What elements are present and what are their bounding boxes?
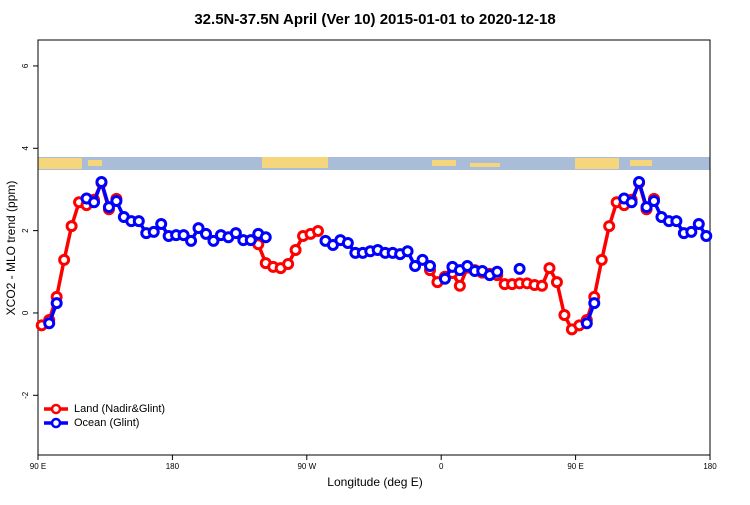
- data-point: [192, 222, 205, 235]
- data-point: [110, 194, 123, 207]
- chart-title: 32.5N-37.5N April (Ver 10) 2015-01-01 to…: [194, 11, 555, 28]
- data-point: [416, 253, 429, 266]
- y-axis-label: XCO2 - MLO trend (ppm): [4, 181, 18, 316]
- y-tick-label: -2: [21, 391, 30, 399]
- land-map-strip: [38, 157, 710, 170]
- data-point: [88, 196, 100, 209]
- data-point: [424, 260, 436, 273]
- data-point: [177, 229, 190, 242]
- data-point: [312, 225, 324, 238]
- legend-marker: [50, 403, 62, 415]
- data-point: [692, 218, 705, 231]
- x-tick-label: 90 E: [30, 462, 46, 471]
- data-point: [401, 245, 414, 258]
- data-point: [282, 257, 295, 270]
- y-tick-label: 2: [21, 228, 30, 233]
- legend-marker: [50, 417, 62, 429]
- y-tick-label: 6: [21, 63, 30, 68]
- data-point: [536, 279, 548, 292]
- data-point: [550, 276, 563, 289]
- data-point: [640, 201, 653, 214]
- data-point: [229, 227, 242, 240]
- data-point: [580, 317, 593, 330]
- data-point: [43, 317, 56, 330]
- x-tick-label: 90 E: [567, 462, 583, 471]
- data-point: [50, 297, 63, 310]
- data-point: [200, 227, 212, 240]
- data-point: [147, 225, 160, 238]
- data-point: [409, 260, 422, 273]
- plot-frame: [37, 39, 711, 456]
- legend-label: Ocean (Glint): [74, 417, 139, 429]
- x-axis-label: Longitude (deg E): [327, 475, 422, 489]
- data-point: [588, 297, 601, 310]
- data-point: [603, 220, 616, 233]
- y-tick-label: 4: [21, 146, 30, 151]
- legend-label: Land (Nadir&Glint): [74, 403, 165, 415]
- data-point: [185, 234, 198, 247]
- y-tick-label: 0: [21, 310, 30, 315]
- data-point: [491, 265, 504, 278]
- x-tick-label: 0: [439, 462, 444, 471]
- data-point: [244, 234, 257, 247]
- data-point: [700, 229, 713, 242]
- data-point: [625, 196, 638, 209]
- data-point: [648, 194, 660, 207]
- data-point: [543, 262, 556, 275]
- data-point: [65, 220, 78, 233]
- data-point: [58, 253, 71, 266]
- x-tick-label: 90 W: [297, 462, 316, 471]
- data-point: [633, 176, 646, 189]
- data-point: [438, 272, 451, 285]
- data-point: [595, 253, 608, 266]
- x-tick-label: 180: [166, 462, 180, 471]
- data-point: [132, 215, 145, 228]
- data-point: [259, 231, 272, 244]
- data-point: [453, 279, 466, 292]
- data-point: [289, 243, 302, 256]
- x-tick-label: 180: [703, 462, 717, 471]
- data-point: [102, 201, 115, 214]
- data-point: [207, 234, 220, 247]
- data-point: [95, 176, 108, 189]
- data-point: [341, 236, 354, 249]
- data-point: [513, 262, 526, 275]
- data-point: [155, 218, 168, 231]
- data-point: [558, 309, 571, 322]
- data-point: [670, 215, 683, 228]
- data-point: [685, 225, 698, 238]
